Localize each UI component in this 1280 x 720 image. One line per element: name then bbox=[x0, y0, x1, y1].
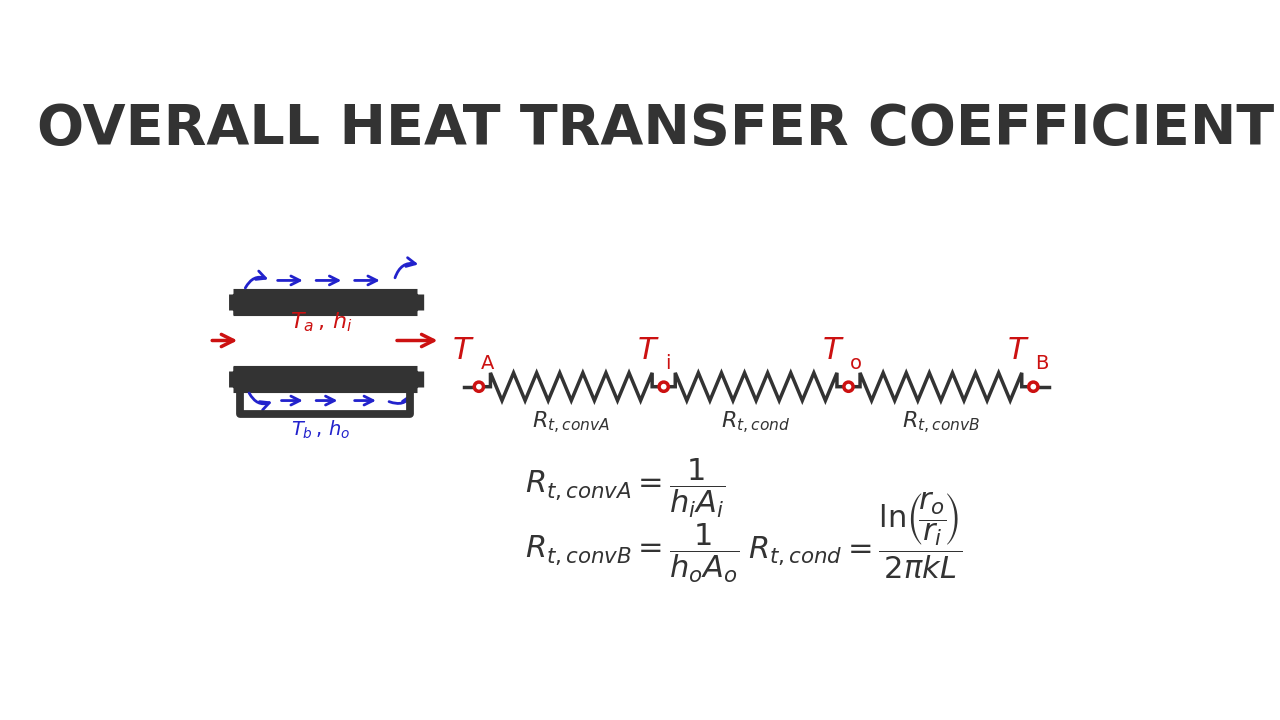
Text: $R_{t,convB}$: $R_{t,convB}$ bbox=[901, 410, 980, 436]
Text: o: o bbox=[850, 354, 861, 373]
Text: OVERALL HEAT TRANSFER COEFFICIENT: OVERALL HEAT TRANSFER COEFFICIENT bbox=[37, 102, 1275, 156]
Text: A: A bbox=[480, 354, 494, 373]
Bar bbox=[233, 294, 417, 310]
Text: $R_{t,cond} = \dfrac{\ln\!\left(\!\dfrac{r_o}{r_i}\!\right)}{2\pi k L}$: $R_{t,cond} = \dfrac{\ln\!\left(\!\dfrac… bbox=[749, 490, 963, 581]
Text: $R_{t,convA} = \dfrac{1}{h_i A_i}$: $R_{t,convA} = \dfrac{1}{h_i A_i}$ bbox=[525, 456, 726, 520]
Text: $T$: $T$ bbox=[637, 336, 660, 365]
Text: $R_{t,cond}$: $R_{t,cond}$ bbox=[722, 410, 791, 436]
Text: i: i bbox=[666, 354, 671, 373]
Text: $T$: $T$ bbox=[822, 336, 845, 365]
Text: $R_{t,convA}$: $R_{t,convA}$ bbox=[532, 410, 611, 436]
Text: $R_{t,convB} = \dfrac{1}{h_o A_o}$: $R_{t,convB} = \dfrac{1}{h_o A_o}$ bbox=[525, 521, 740, 585]
Circle shape bbox=[844, 382, 854, 391]
Bar bbox=[233, 372, 417, 387]
Circle shape bbox=[1029, 382, 1038, 391]
Text: $T_b\,,\,h_o$: $T_b\,,\,h_o$ bbox=[292, 418, 351, 441]
Text: $T_a\,,\,h_i$: $T_a\,,\,h_i$ bbox=[289, 311, 352, 334]
Text: $T$: $T$ bbox=[452, 336, 475, 365]
Text: $T$: $T$ bbox=[1007, 336, 1029, 365]
Circle shape bbox=[475, 382, 484, 391]
Text: B: B bbox=[1034, 354, 1048, 373]
Circle shape bbox=[659, 382, 668, 391]
